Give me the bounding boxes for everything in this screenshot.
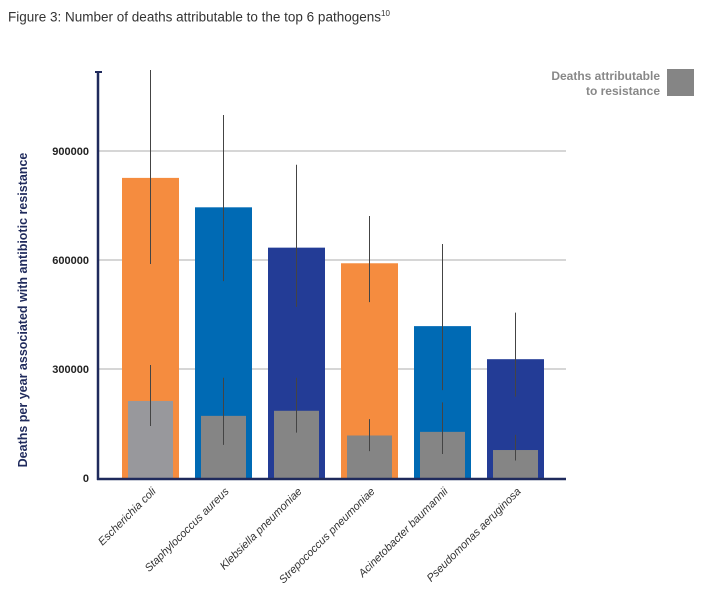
chart-title: Figure 3: Number of deaths attributable …	[8, 9, 390, 25]
x-tick-label: Escherichia coli	[96, 485, 159, 548]
y-tick-label: 300000	[52, 364, 89, 376]
y-tick-label: 600000	[52, 255, 89, 267]
title-footnote: 10	[381, 9, 390, 18]
x-tick-label: Klebsiella pneumoniae	[218, 486, 305, 573]
y-tick-label: 0	[83, 473, 89, 485]
legend-swatch	[667, 69, 694, 96]
x-tick-label: Staphylococcus aureus	[143, 485, 232, 574]
title-text: Figure 3: Number of deaths attributable …	[8, 9, 381, 25]
y-tick-label: 900000	[52, 146, 89, 158]
legend-label: Deaths attributable	[551, 69, 660, 83]
y-axis-label: Deaths per year associated with antibiot…	[16, 153, 30, 468]
legend-label: to resistance	[586, 84, 660, 98]
